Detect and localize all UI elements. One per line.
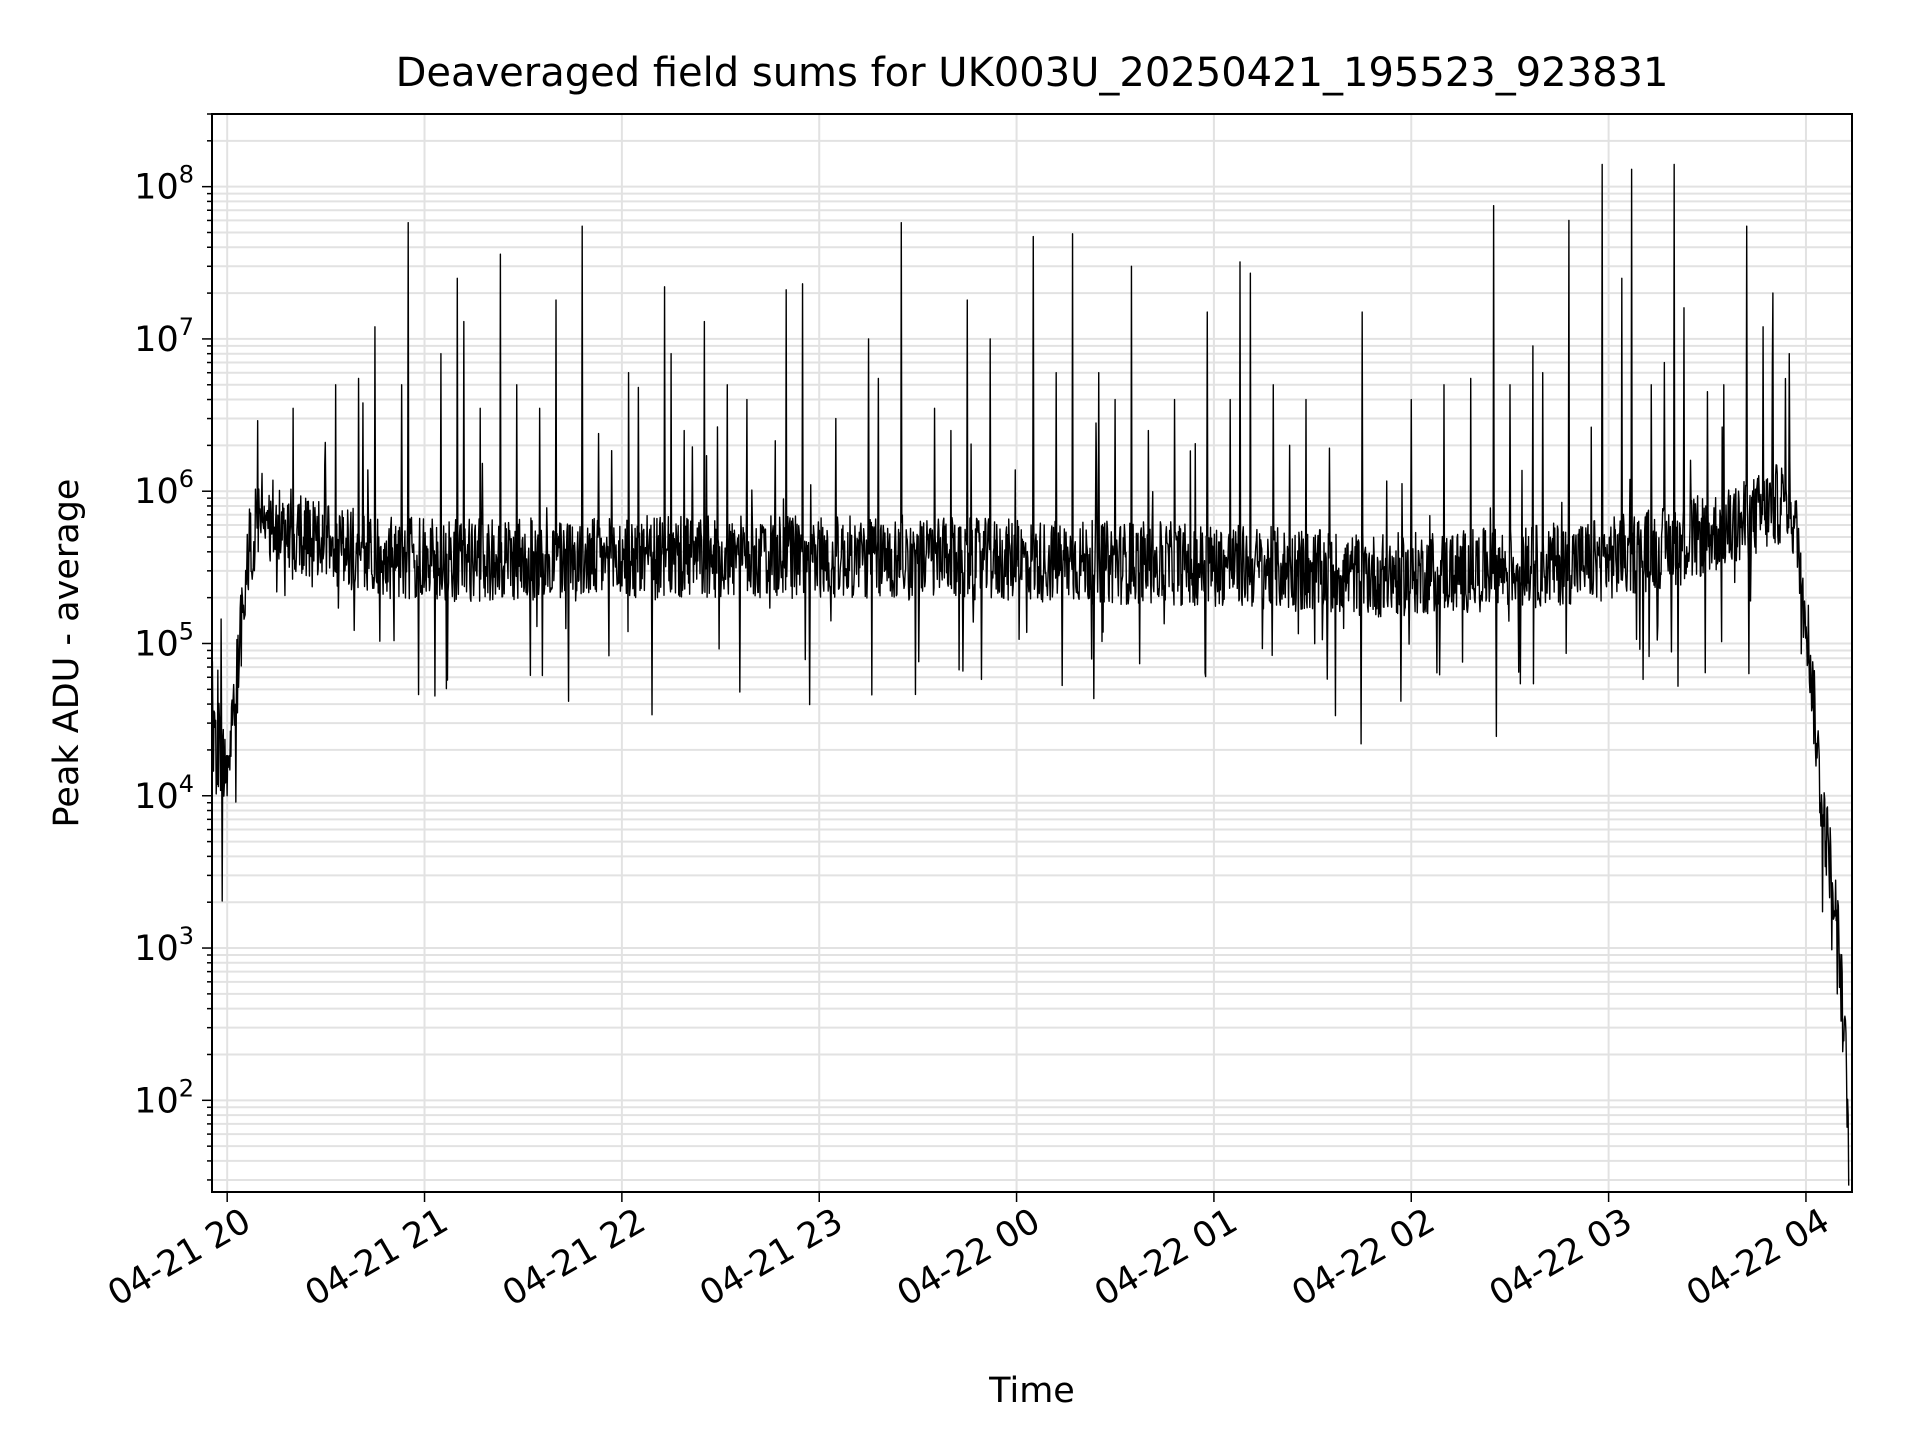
series-line [211,163,1850,1186]
y-axis-label: Peak ADU - average [47,479,87,828]
grid [212,113,1852,1192]
y-tick-label: 108 [134,161,194,208]
y-tick-label: 102 [134,1074,194,1121]
y-tick-label: 107 [134,313,194,360]
plot-frame [211,113,1853,1193]
chart-title: Deaveraged field sums for UK003U_2025042… [396,50,1669,96]
y-tick-label: 104 [134,770,194,817]
y-tick-label: 103 [134,922,194,969]
series-group [211,163,1850,1186]
x-axis-label: Time [988,1371,1075,1411]
y-tick-label: 106 [134,465,194,512]
y-tick-label: 105 [134,617,194,664]
